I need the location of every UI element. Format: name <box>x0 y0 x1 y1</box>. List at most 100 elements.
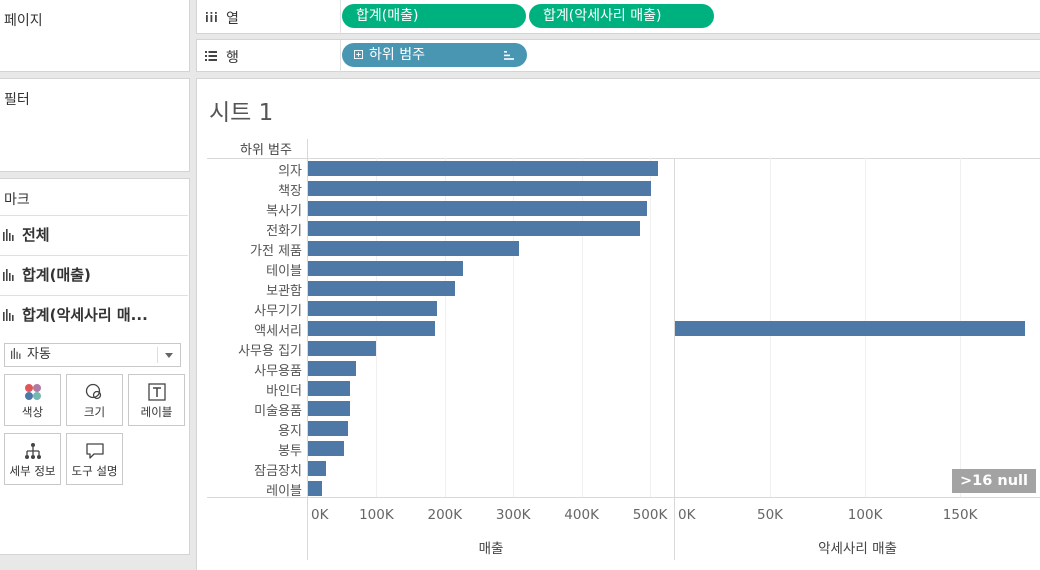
pane-divider-line <box>674 158 675 560</box>
gridline <box>581 158 583 497</box>
axis-tick-label: 300K <box>495 507 531 523</box>
axis-tick-label: 0K <box>678 507 696 523</box>
bar[interactable] <box>308 201 647 216</box>
marks-tab-all-label: 전체 <box>22 226 50 244</box>
category-label: 용지 <box>278 424 302 439</box>
category-label: 의자 <box>278 164 302 179</box>
detail-tree-icon <box>25 443 41 459</box>
axis-tick-label: 100K <box>847 507 883 523</box>
color-card-label: 색상 <box>21 405 44 419</box>
axis-tick-label: 100K <box>359 507 394 523</box>
bar-chart-icon <box>3 269 14 281</box>
pages-panel[interactable]: 페이지 <box>0 0 190 72</box>
color-card[interactable]: 색상 <box>4 374 61 426</box>
bar[interactable] <box>308 421 349 436</box>
chevron-down-icon <box>165 353 173 358</box>
filters-label: 필터 <box>4 92 30 108</box>
marks-title: 마크 <box>4 192 30 208</box>
rows-shelf: 행 <box>196 39 1040 73</box>
axis-tick-label: 400K <box>564 507 599 523</box>
columns-icon <box>206 12 217 22</box>
size-card-label: 크기 <box>83 405 106 419</box>
null-badge[interactable]: >16 null <box>952 469 1036 493</box>
marks-tab-all[interactable]: 전체 <box>0 215 188 255</box>
label-card[interactable]: 레이블 <box>128 374 185 426</box>
sheet-title: 시트 1 <box>209 100 274 126</box>
marks-tab-accessory-sales[interactable]: 합계(악세사리 매... <box>0 295 188 335</box>
tooltip-card-label: 도구 설명 <box>71 464 118 478</box>
row-axis-line <box>307 139 308 560</box>
bar[interactable] <box>308 401 351 416</box>
category-label: 복사기 <box>266 204 302 219</box>
bar[interactable] <box>308 301 438 316</box>
row-header: 하위 범주 <box>240 143 292 158</box>
gridline <box>513 158 515 497</box>
category-label: 봉투 <box>278 444 302 459</box>
marks-tab-sales-label: 합계(매출) <box>22 266 91 284</box>
detail-card-label: 세부 정보 <box>9 464 56 478</box>
tooltip-card[interactable]: 도구 설명 <box>66 433 123 485</box>
plus-box-icon <box>354 50 363 59</box>
category-label: 레이블 <box>266 484 302 499</box>
header-separator-line <box>207 158 1040 159</box>
bar[interactable] <box>308 341 377 356</box>
axis-tick-label: 150K <box>942 507 978 523</box>
gridline <box>444 158 446 497</box>
bar-chart-icon <box>11 348 21 359</box>
mark-type-value: 자동 <box>27 347 51 362</box>
axis-tick-label: 0K <box>311 507 329 523</box>
marks-tab-sales[interactable]: 합계(매출) <box>0 255 188 295</box>
category-label: 전화기 <box>266 224 302 239</box>
gridline <box>650 158 652 497</box>
axis-baseline <box>207 497 1040 498</box>
axis-tick-label: 200K <box>427 507 463 523</box>
category-label: 액세서리 <box>254 324 302 339</box>
bar[interactable] <box>308 241 519 256</box>
bar[interactable] <box>308 261 464 276</box>
text-label-icon <box>148 383 166 401</box>
axis-title: 매출 <box>478 541 504 557</box>
bar[interactable] <box>308 221 640 236</box>
rows-label: 행 <box>226 50 239 66</box>
size-card[interactable]: 크기 <box>66 374 123 426</box>
label-card-label: 레이블 <box>140 405 173 419</box>
tooltip-bubble-icon <box>86 443 104 459</box>
category-label: 테이블 <box>266 264 302 279</box>
row-pill-subcategory[interactable]: 하위 범주 <box>342 43 527 67</box>
bar[interactable] <box>308 361 356 376</box>
category-label: 바인더 <box>266 384 302 399</box>
category-label: 사무용품 <box>254 364 302 379</box>
column-pill-sales[interactable]: 합계(매출) <box>342 4 526 28</box>
mark-type-dropdown[interactable]: 자동 <box>4 343 181 367</box>
bar[interactable] <box>308 381 351 396</box>
sort-descending-icon[interactable] <box>504 51 515 60</box>
marks-tab-accessory-sales-label: 합계(악세사리 매... <box>22 306 148 324</box>
bar[interactable] <box>308 281 456 296</box>
bar-chart-icon <box>3 309 14 321</box>
color-dots-icon <box>25 384 41 400</box>
bar[interactable] <box>308 321 435 336</box>
column-pill-accessory-sales[interactable]: 합계(악세사리 매출) <box>529 4 714 28</box>
axis-tick-label: 500K <box>632 507 668 523</box>
bar[interactable] <box>308 161 658 176</box>
category-label: 사무용 집기 <box>238 344 302 359</box>
category-label: 잠금장치 <box>254 464 302 479</box>
category-label: 책장 <box>278 184 302 199</box>
category-label: 가전 제품 <box>250 244 302 259</box>
bar[interactable] <box>308 461 326 476</box>
bar[interactable] <box>308 481 323 496</box>
bar[interactable] <box>675 321 1025 336</box>
marks-panel: 마크 전체 합계(매출) 합계(악세사리 매... 자동 색상 크기 레이블 세… <box>0 178 190 555</box>
detail-card[interactable]: 세부 정보 <box>4 433 61 485</box>
category-label: 사무기기 <box>254 304 302 319</box>
bar[interactable] <box>308 181 652 196</box>
category-label: 미술용품 <box>254 404 302 419</box>
category-label: 보관함 <box>266 284 302 299</box>
rows-icon <box>205 51 217 61</box>
axis-tick-label: 50K <box>757 507 784 523</box>
axis-title: 악세사리 매출 <box>818 541 897 557</box>
dropdown-divider <box>157 347 158 363</box>
filters-panel[interactable]: 필터 <box>0 78 190 172</box>
bar[interactable] <box>308 441 344 456</box>
pages-label: 페이지 <box>4 13 43 29</box>
